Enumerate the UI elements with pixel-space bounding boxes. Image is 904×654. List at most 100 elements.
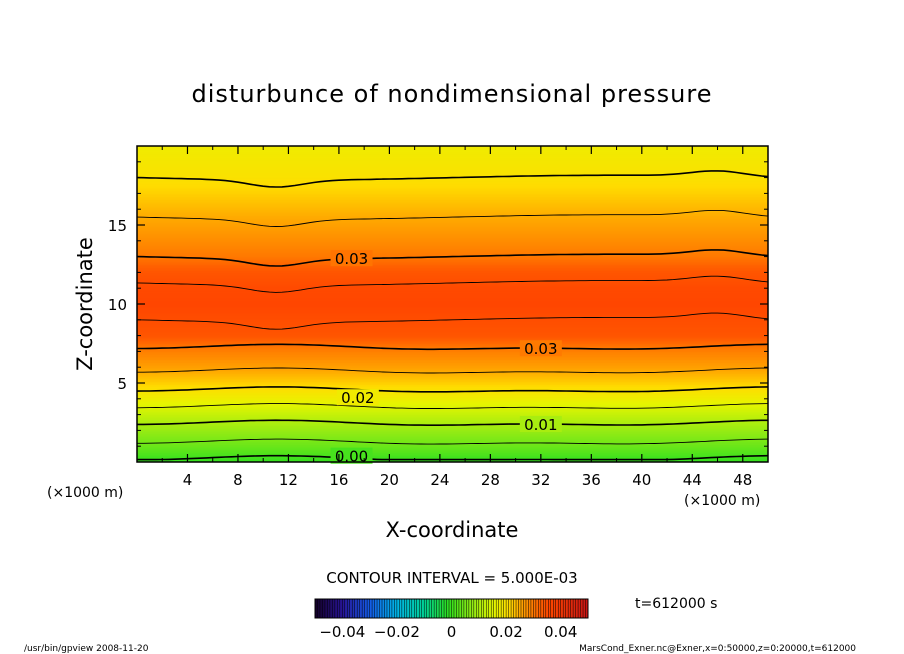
y-tick-label: 5: [117, 375, 127, 393]
fill-band: [137, 339, 768, 343]
contour-label-bg: [336, 389, 379, 406]
fill-band: [137, 268, 768, 272]
contour-line: [137, 367, 768, 374]
fill-band: [137, 162, 768, 166]
fill-band: [137, 150, 768, 153]
fill-band: [137, 287, 768, 291]
fill-band: [137, 213, 768, 217]
colorbar-cell: [555, 599, 559, 618]
colorbar-cell: [578, 599, 581, 618]
fill-band: [137, 208, 768, 212]
colorbar-cell: [382, 599, 385, 618]
colorbar-cell: [575, 599, 579, 618]
colorbar-cell: [528, 599, 532, 618]
fill-band: [137, 368, 768, 371]
colorbar-cell: [493, 599, 497, 618]
fill-band: [137, 275, 768, 278]
contour-label-bg: [519, 416, 562, 433]
colorbar-cell: [404, 599, 408, 618]
colorbar-cell: [520, 599, 524, 618]
colorbar-cell: [409, 599, 413, 618]
contour-fill: [137, 146, 768, 462]
colorbar-cell: [354, 599, 358, 618]
fill-band: [137, 374, 768, 378]
colorbar-cell: [439, 599, 442, 618]
fill-band: [137, 305, 768, 308]
colorbar-cell: [511, 599, 514, 618]
colorbar-cell: [553, 599, 557, 618]
contour-line: [137, 249, 768, 267]
contour-label-text: 0.00: [335, 448, 368, 466]
colorbar-cell: [558, 599, 561, 618]
colorbar-cell: [339, 599, 343, 618]
colorbar-cell: [389, 599, 393, 618]
fill-band: [137, 455, 768, 458]
colorbar-cell: [357, 599, 360, 618]
fill-band: [137, 391, 768, 395]
fill-band: [137, 211, 768, 215]
colorbar-cell: [453, 599, 457, 618]
colorbar-cell: [327, 599, 331, 618]
fill-band: [137, 233, 768, 237]
fill-band: [137, 417, 768, 420]
fill-band: [137, 303, 768, 307]
fill-band: [137, 410, 768, 414]
colorbar-cell: [503, 599, 507, 618]
colorbar-cell: [486, 599, 490, 618]
contour-lines: [137, 170, 768, 461]
colorbar-cell: [461, 599, 465, 618]
fill-band: [137, 164, 768, 168]
fill-band: [137, 437, 768, 441]
colorbar-cell: [518, 599, 522, 618]
colorbar-cell: [530, 599, 534, 618]
colorbar-cell: [496, 599, 499, 618]
colorbar-cell: [369, 599, 373, 618]
fill-band: [137, 384, 768, 387]
colorbar-cell: [406, 599, 410, 618]
fill-band: [137, 452, 768, 455]
fill-band: [137, 365, 768, 368]
colorbar-cell: [342, 599, 346, 618]
fill-band: [137, 379, 768, 382]
fill-band: [137, 151, 768, 155]
fill-band: [137, 336, 768, 340]
x-axis-title: X-coordinate: [386, 518, 519, 542]
colorbar-cell: [548, 599, 552, 618]
x-tick-label: 4: [183, 471, 193, 489]
contour-label: 0.00: [330, 447, 373, 466]
fill-band: [137, 172, 768, 175]
colorbar-cell: [372, 599, 375, 618]
colorbar-ticks: −0.04 −0.02 0 0.02 0.04: [319, 623, 577, 641]
colorbar-cell: [456, 599, 460, 618]
colorbar-cell: [315, 599, 318, 618]
fill-band: [137, 294, 768, 297]
fill-band: [137, 409, 768, 412]
fill-band: [137, 344, 768, 348]
contour-line: [137, 386, 768, 393]
contour-line: [137, 438, 768, 445]
fill-band: [137, 186, 768, 190]
colorbar-cell: [434, 599, 437, 618]
fill-band: [137, 418, 768, 422]
colorbar-cell: [533, 599, 537, 618]
colorbar-cell: [478, 599, 482, 618]
fill-band: [137, 447, 768, 450]
x-tick-label: 8: [233, 471, 243, 489]
colorbar-cell: [525, 599, 529, 618]
fill-band: [137, 200, 768, 204]
colorbar-cell: [399, 599, 403, 618]
colorbar-cell: [364, 599, 368, 618]
fill-band: [137, 436, 768, 439]
fill-band: [137, 210, 768, 213]
fill-band: [137, 355, 768, 359]
fill-band: [137, 349, 768, 352]
fill-band: [137, 398, 768, 401]
fill-band: [137, 249, 768, 253]
contour-line: [137, 275, 768, 293]
fill-band: [137, 178, 768, 182]
chart-title: disturbunce of nondimensional pressure: [192, 80, 713, 108]
fill-band: [137, 196, 768, 199]
colorbar-cell: [508, 599, 512, 618]
fill-band: [137, 289, 768, 292]
colorbar-tick-label: 0.04: [544, 623, 577, 641]
